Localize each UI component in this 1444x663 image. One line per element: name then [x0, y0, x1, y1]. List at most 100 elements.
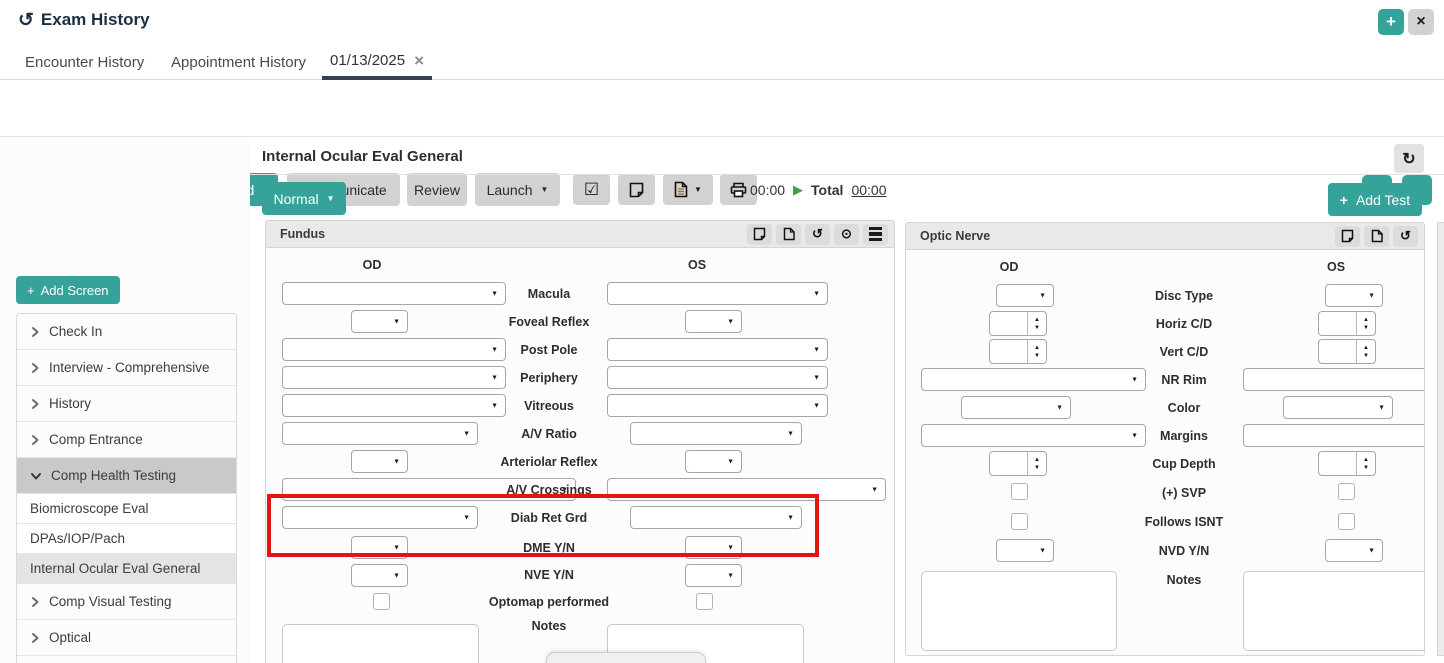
- cup-depth-od-spinner[interactable]: ▲ ▼: [989, 451, 1047, 476]
- macula-od-select[interactable]: [282, 282, 506, 305]
- horiz-cd-os-spinner[interactable]: ▲ ▼: [1318, 311, 1376, 336]
- refresh-button[interactable]: ↻: [1394, 144, 1424, 173]
- av-crossings-os-select[interactable]: [607, 478, 886, 501]
- diab-ret-grd-od-select[interactable]: [282, 506, 478, 529]
- divider: [250, 174, 1444, 175]
- tab-encounter-history[interactable]: Encounter History: [17, 45, 152, 80]
- tab-close-icon[interactable]: ×: [414, 51, 425, 70]
- tasks-check-button[interactable]: ☑: [573, 174, 610, 205]
- button-label: Add Test: [1355, 191, 1411, 208]
- nve-os-select[interactable]: [685, 564, 742, 587]
- optomap-os-checkbox[interactable]: [696, 593, 713, 610]
- isnt-os-checkbox[interactable]: [1338, 513, 1355, 530]
- svp-os-checkbox[interactable]: [1338, 483, 1355, 500]
- chevron-right-icon: [30, 398, 40, 410]
- panel-note-button[interactable]: [1335, 225, 1360, 247]
- panel-note-button[interactable]: [747, 223, 772, 245]
- fundus-notes-od-textarea[interactable]: [282, 624, 479, 663]
- close-icon: ×: [1416, 13, 1426, 30]
- chevron-right-icon: [30, 362, 40, 374]
- history-icon: ↺: [1400, 228, 1411, 243]
- optic-notes-od-textarea[interactable]: [921, 571, 1117, 651]
- vitreous-od-select[interactable]: [282, 394, 506, 417]
- diab-ret-grd-os-select[interactable]: [630, 506, 802, 529]
- arteriolar-reflex-od-select[interactable]: [351, 450, 408, 473]
- optomap-od-checkbox[interactable]: [373, 593, 390, 610]
- print-button[interactable]: [720, 174, 757, 205]
- sidebar-item-comp-visual-testing[interactable]: Comp Visual Testing: [17, 584, 236, 620]
- spinner-arrows-icon[interactable]: ▲ ▼: [1356, 312, 1375, 335]
- panel-history-button[interactable]: ↺: [805, 223, 830, 245]
- nve-od-select[interactable]: [351, 564, 408, 587]
- periphery-od-select[interactable]: [282, 366, 506, 389]
- spinner-arrows-icon[interactable]: ▲ ▼: [1356, 452, 1375, 475]
- cup-depth-os-spinner[interactable]: ▲ ▼: [1318, 451, 1376, 476]
- color-od-select[interactable]: [961, 396, 1071, 419]
- document-menu-button[interactable]: ▼: [663, 174, 713, 205]
- panel-history-button[interactable]: ↺: [1393, 225, 1418, 247]
- sidebar-item-check-in[interactable]: Check In: [17, 314, 236, 350]
- sidebar-item-comp-entrance[interactable]: Comp Entrance: [17, 422, 236, 458]
- add-screen-button[interactable]: + Add Screen: [16, 276, 120, 304]
- margins-od-select[interactable]: [921, 424, 1146, 447]
- sidebar-item-label: DPAs/IOP/Pach: [30, 531, 126, 546]
- svp-od-checkbox[interactable]: [1011, 483, 1028, 500]
- sticky-note-button[interactable]: [618, 174, 655, 205]
- post-pole-os-select[interactable]: [607, 338, 828, 361]
- color-os-select[interactable]: [1283, 396, 1393, 419]
- play-icon[interactable]: ▶: [793, 182, 804, 197]
- foveal-reflex-od-select[interactable]: [351, 310, 408, 333]
- review-button[interactable]: Review: [407, 173, 467, 206]
- horiz-cd-od-spinner[interactable]: ▲ ▼: [989, 311, 1047, 336]
- panel-target-button[interactable]: ⊙: [834, 223, 859, 245]
- post-pole-od-select[interactable]: [282, 338, 506, 361]
- periphery-os-select[interactable]: [607, 366, 828, 389]
- panel-document-button[interactable]: [776, 223, 801, 245]
- dme-od-select[interactable]: [351, 536, 408, 559]
- row-label: Color: [1167, 401, 1201, 415]
- nr-rim-os-input[interactable]: [1243, 368, 1424, 391]
- total-time-link[interactable]: 00:00: [851, 182, 887, 198]
- panel-menu-button[interactable]: [863, 223, 888, 245]
- normal-dropdown-button[interactable]: Normal ▼: [262, 182, 346, 215]
- panel-document-button[interactable]: [1364, 225, 1389, 247]
- launch-button[interactable]: Launch ▼: [475, 173, 560, 206]
- add-button[interactable]: +: [1378, 9, 1404, 35]
- sidebar-item-cl-testing[interactable]: CL Testing: [17, 656, 236, 663]
- sidebar-item-biomicroscope-eval[interactable]: Biomicroscope Eval: [17, 494, 236, 524]
- sidebar-item-label: Comp Health Testing: [51, 468, 177, 483]
- tab-exam-date[interactable]: 01/13/2025 ×: [322, 45, 433, 80]
- arteriolar-reflex-os-select[interactable]: [685, 450, 742, 473]
- vert-cd-od-spinner[interactable]: ▲ ▼: [989, 339, 1047, 364]
- vitreous-os-select[interactable]: [607, 394, 828, 417]
- vert-cd-os-spinner[interactable]: ▲ ▼: [1318, 339, 1376, 364]
- partially-visible-popup[interactable]: [546, 652, 706, 663]
- macula-os-select[interactable]: [607, 282, 828, 305]
- dme-os-select[interactable]: [685, 536, 742, 559]
- row-label: A/V Ratio: [521, 427, 577, 441]
- sidebar-item-interview-comprehensive[interactable]: Interview - Comprehensive: [17, 350, 236, 386]
- foveal-reflex-os-select[interactable]: [685, 310, 742, 333]
- tab-appointment-history[interactable]: Appointment History: [163, 45, 314, 80]
- nr-rim-od-select[interactable]: [921, 368, 1146, 391]
- nvd-os-select[interactable]: [1325, 539, 1383, 562]
- isnt-od-checkbox[interactable]: [1011, 513, 1028, 530]
- spinner-arrows-icon[interactable]: ▲ ▼: [1027, 340, 1046, 363]
- spinner-arrows-icon[interactable]: ▲ ▼: [1356, 340, 1375, 363]
- sidebar-item-dpas-iop-pach[interactable]: DPAs/IOP/Pach: [17, 524, 236, 554]
- sidebar-item-comp-health-testing[interactable]: Comp Health Testing: [17, 458, 236, 494]
- av-ratio-os-select[interactable]: [630, 422, 802, 445]
- sidebar-item-optical[interactable]: Optical: [17, 620, 236, 656]
- nvd-od-select[interactable]: [996, 539, 1054, 562]
- av-ratio-od-select[interactable]: [282, 422, 478, 445]
- spinner-arrows-icon[interactable]: ▲ ▼: [1027, 312, 1046, 335]
- disc-type-od-select[interactable]: [996, 284, 1054, 307]
- add-test-button[interactable]: + Add Test: [1328, 183, 1422, 216]
- spinner-arrows-icon[interactable]: ▲ ▼: [1027, 452, 1046, 475]
- sidebar-item-internal-ocular-eval-general[interactable]: Internal Ocular Eval General: [17, 554, 236, 584]
- disc-type-os-select[interactable]: [1325, 284, 1383, 307]
- optic-notes-os-textarea[interactable]: [1243, 571, 1424, 651]
- sidebar-item-history[interactable]: History: [17, 386, 236, 422]
- margins-os-input[interactable]: [1243, 424, 1424, 447]
- close-button[interactable]: ×: [1408, 9, 1434, 35]
